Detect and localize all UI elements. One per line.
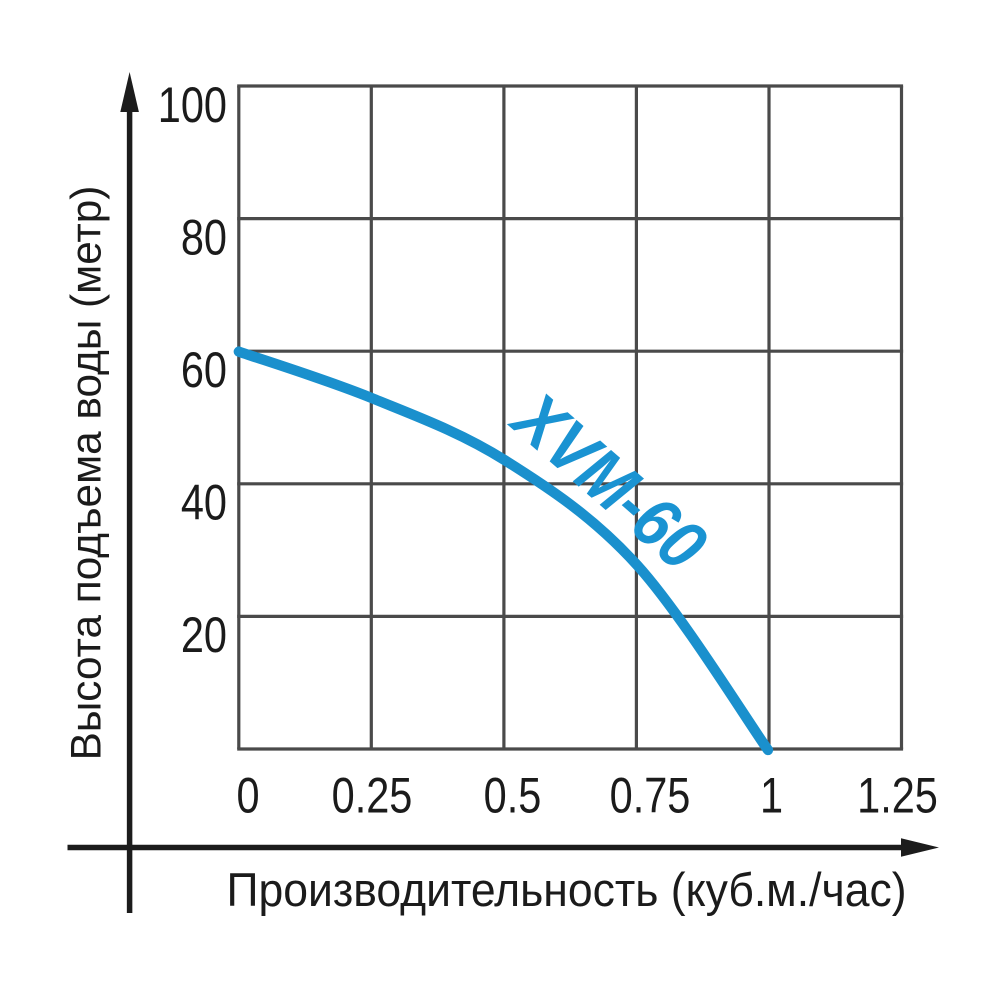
svg-text:100: 100 (158, 76, 227, 133)
svg-text:1.25: 1.25 (857, 767, 938, 824)
svg-text:0.75: 0.75 (610, 767, 691, 824)
svg-text:Производительность (куб.м./час: Производительность (куб.м./час) (226, 864, 906, 916)
svg-text:1: 1 (760, 767, 783, 824)
svg-text:40: 40 (181, 474, 227, 531)
svg-text:60: 60 (181, 341, 227, 398)
svg-text:0: 0 (236, 767, 259, 824)
svg-text:20: 20 (181, 606, 227, 663)
svg-text:Высота подъема воды (метр): Высота подъема воды (метр) (62, 186, 110, 761)
svg-text:80: 80 (181, 209, 227, 266)
svg-text:0.25: 0.25 (332, 767, 413, 824)
svg-text:0.5: 0.5 (484, 767, 542, 824)
